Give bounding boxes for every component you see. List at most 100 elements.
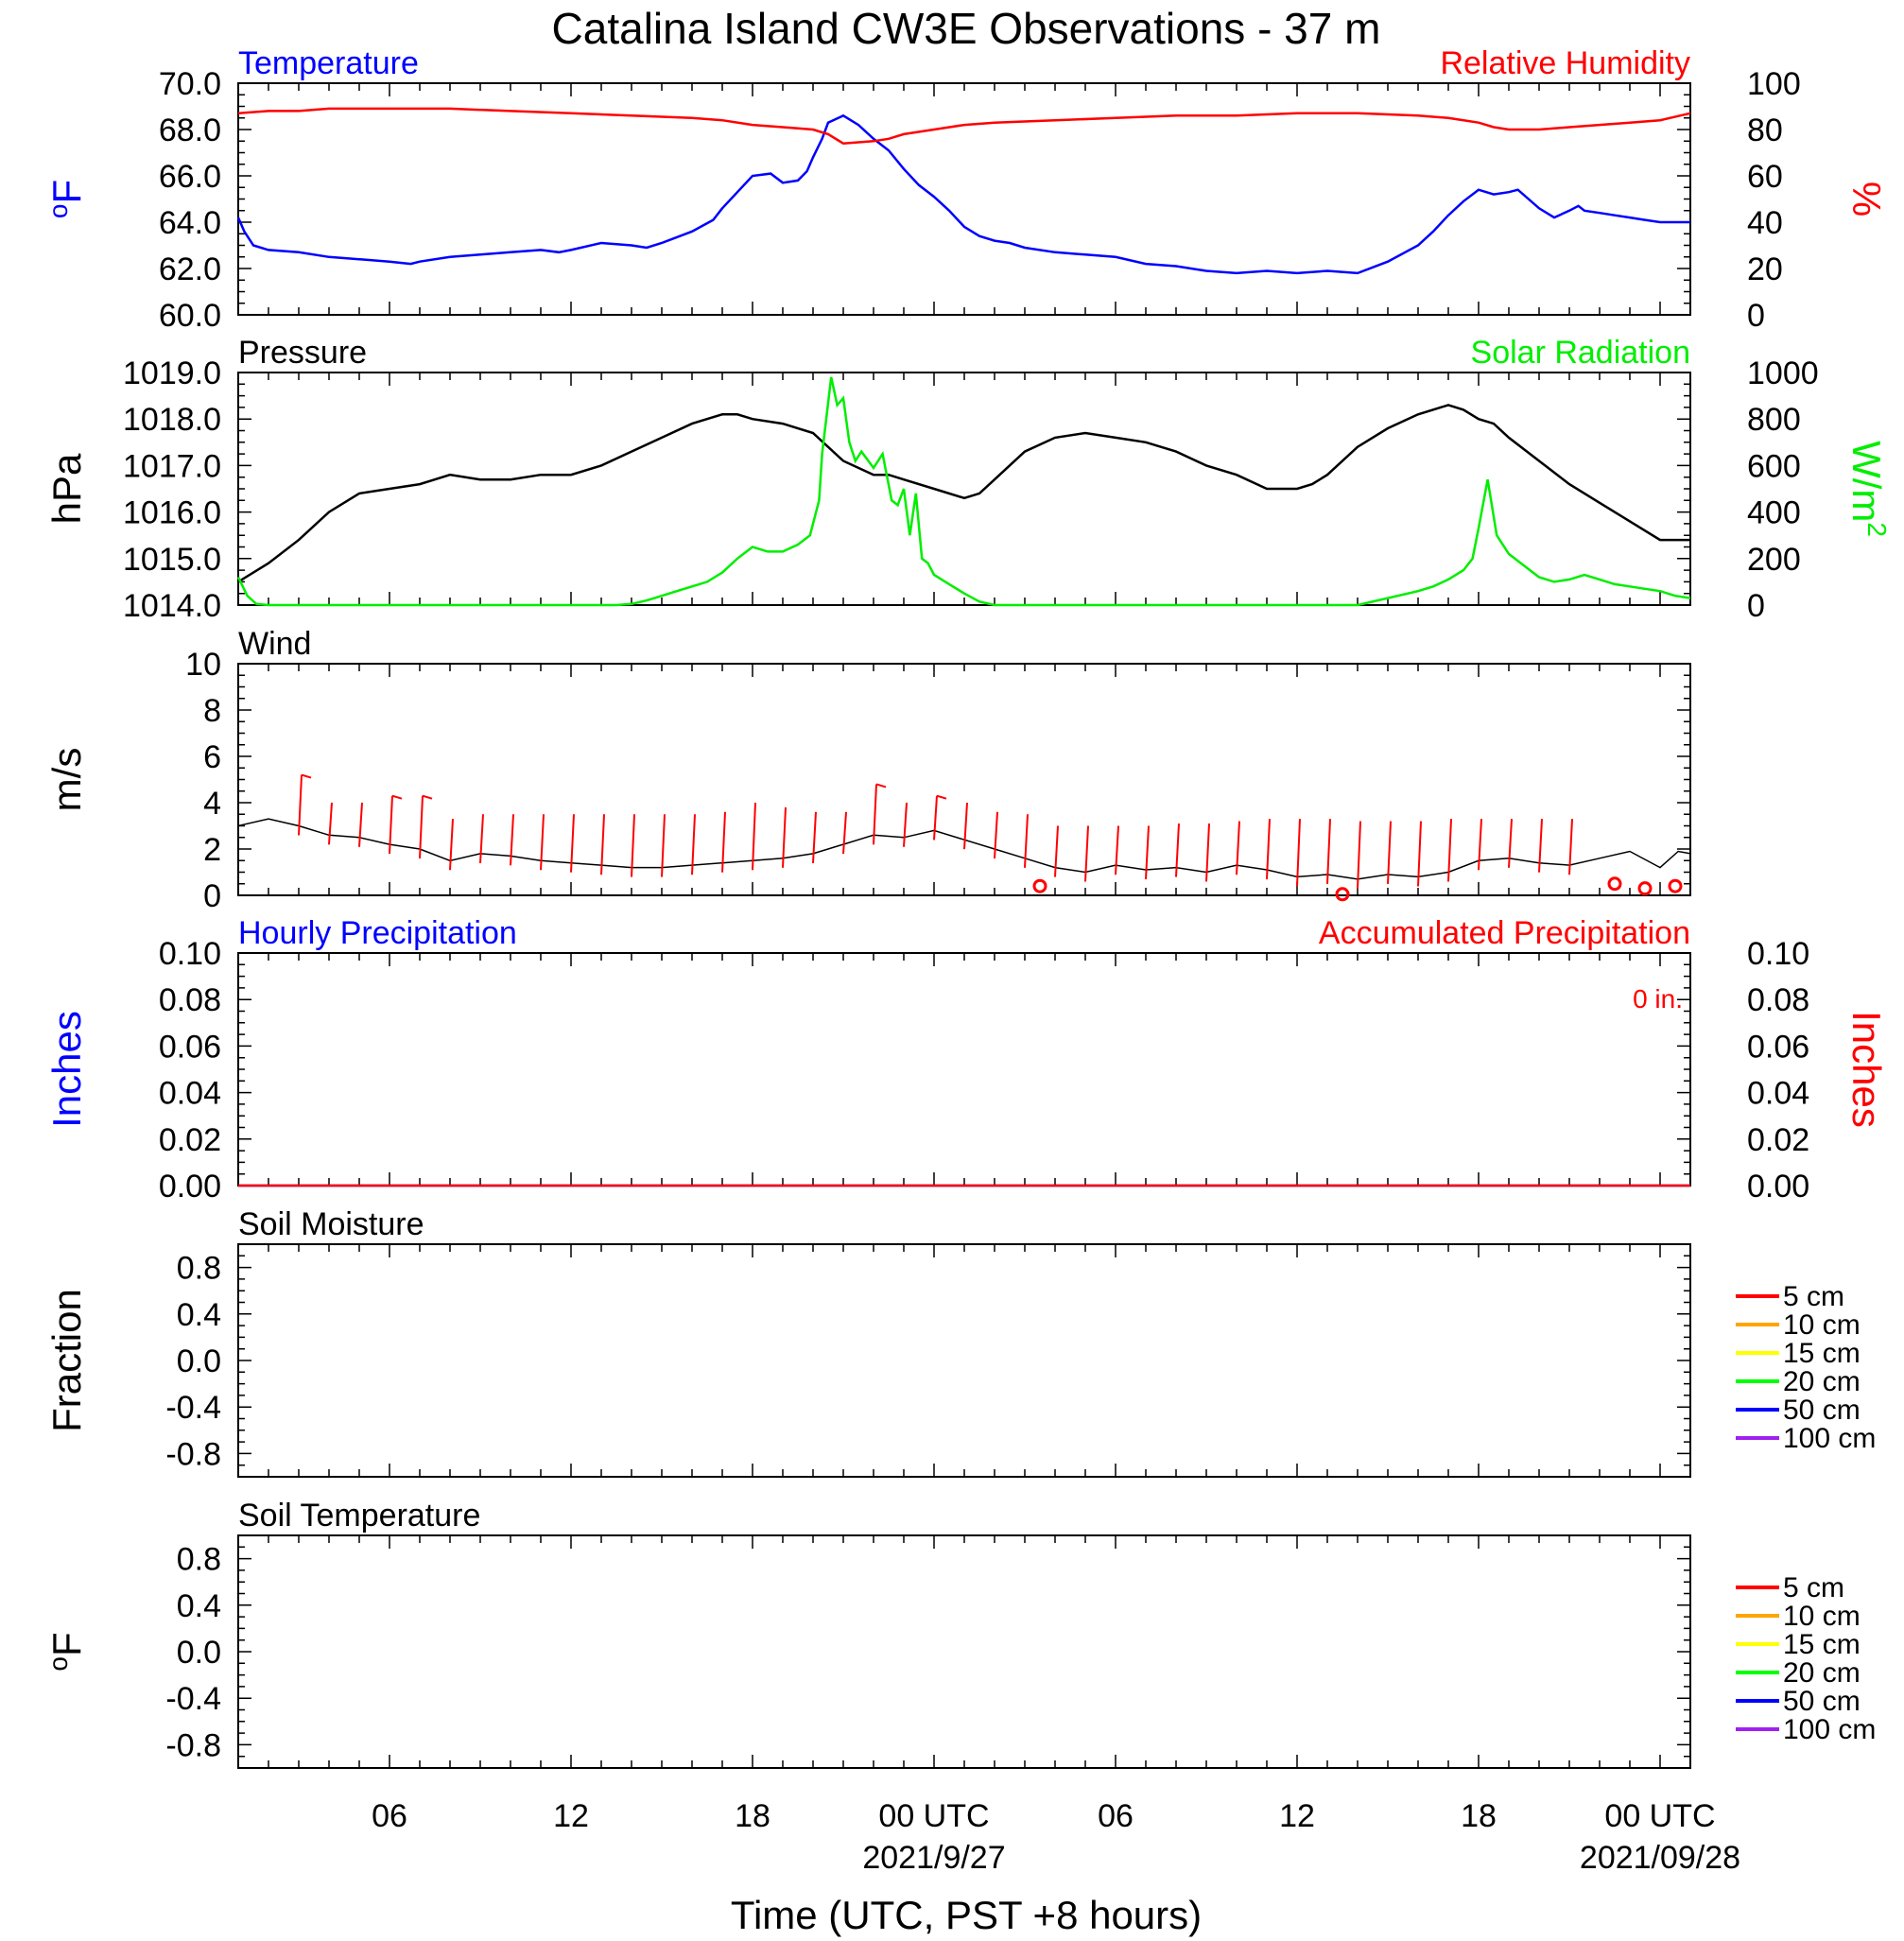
x-tick-label: 12 (553, 1798, 589, 1834)
y-tick-label-left: 1017.0 (123, 448, 221, 484)
wind-barb (419, 795, 424, 859)
y-tick-label-left: 1016.0 (123, 495, 221, 531)
series-relative-humidity (237, 107, 1691, 145)
wind-barb (298, 774, 303, 836)
y-tick-label-right: 0 (1747, 588, 1765, 624)
y-tick-label-right: 200 (1747, 542, 1801, 578)
y-tick-marks (238, 1243, 1690, 1478)
wind-barb (842, 811, 847, 855)
plot-frame (237, 1534, 1691, 1769)
wind-barb-flag (936, 794, 947, 800)
y-tick-marks (238, 952, 1690, 1187)
series-wind-speed (237, 818, 1691, 880)
calm-wind-marker (1335, 887, 1350, 902)
y-axis-label-right: % (1844, 182, 1889, 217)
wind-barb (540, 814, 545, 871)
y-tick-label-right: 0.04 (1747, 1076, 1809, 1112)
panel-title-left: Hourly Precipitation (238, 915, 517, 951)
panel-title-right: Accumulated Precipitation (1319, 915, 1690, 951)
y-tick-label-left: 0.08 (159, 982, 221, 1018)
panel-5: -0.8 -0.4 0.0 0.4 0.8 Soil Moisture Fraction 5 … (44, 1206, 1876, 1478)
wind-barb (600, 814, 605, 875)
y-axis-label-left: Fraction (44, 1289, 89, 1432)
wind-barb (933, 795, 938, 841)
calm-wind-marker (1637, 881, 1653, 896)
y-tick-label-left: 1018.0 (123, 402, 221, 438)
x-tick-label: 06 (372, 1798, 407, 1834)
x-tick-label: 12 (1279, 1798, 1315, 1834)
panel-title-left: Temperature (238, 45, 419, 81)
y-tick-label-right: 40 (1747, 205, 1783, 241)
y-tick-label-left: 2 (203, 832, 221, 868)
panel-4: 0.00 0.02 0.04 0.06 0.08 0.10 0.00 0.02 0.04 0.06… (44, 915, 1889, 1204)
y-axis-label-right: W/m2 (1844, 441, 1892, 537)
panel-title-left: Pressure (238, 335, 367, 371)
y-tick-label-left: 60.0 (159, 298, 221, 334)
y-tick-label-left: 0.0 (177, 1635, 221, 1671)
plot-frame (237, 663, 1691, 896)
x-tick-label: 00 UTC (1604, 1798, 1715, 1834)
wind-barb (479, 814, 484, 863)
y-tick-label-right: 0.00 (1747, 1169, 1809, 1204)
panel-2: 1014.0 1015.0 1016.0 1017.0 1018.0 1019.0 0 200… (44, 335, 1892, 624)
y-axis-label-left: oF (43, 180, 89, 218)
y-tick-label-right: 400 (1747, 495, 1801, 531)
y-tick-label-left: 1014.0 (123, 588, 221, 624)
y-tick-marks (238, 663, 1690, 896)
y-tick-marks (238, 1534, 1690, 1769)
wind-barb (1266, 819, 1271, 880)
plot-frame (237, 952, 1691, 1187)
wind-barb-flag (301, 773, 312, 779)
y-tick-label-left: 8 (203, 693, 221, 729)
y-tick-label-left: 0.04 (159, 1076, 221, 1112)
y-tick-label-right: 600 (1747, 448, 1801, 484)
figure-title: Catalina Island CW3E Observations - 37 m (552, 4, 1381, 53)
y-axis-label-left: oF (43, 1632, 89, 1671)
wind-barb (1357, 821, 1361, 889)
y-tick-label-left: 1015.0 (123, 542, 221, 578)
y-tick-marks (238, 372, 1690, 606)
panel-title-left: Wind (238, 626, 311, 662)
legend-label: 50 cm (1783, 1686, 1861, 1717)
x-tick-marks (237, 373, 1691, 605)
plot-frame (237, 372, 1691, 606)
wind-barb (752, 802, 756, 871)
wind-barb (1326, 819, 1331, 884)
x-tick-label: 18 (1461, 1798, 1497, 1834)
series-solar-radiation (236, 376, 1691, 607)
legend-label: 10 cm (1783, 1309, 1861, 1341)
y-tick-label-left: 70.0 (159, 66, 221, 102)
legend-label: 10 cm (1783, 1601, 1861, 1632)
y-tick-label-left: 1019.0 (123, 355, 221, 391)
y-tick-label-right: 20 (1747, 251, 1783, 287)
wind-barb-flag (875, 783, 887, 789)
wind-barb (1236, 821, 1240, 875)
x-axis-label: Time (UTC, PST +8 hours) (731, 1893, 1202, 1937)
x-tick-marks (237, 83, 1691, 315)
y-tick-label-right: 0.06 (1747, 1029, 1809, 1065)
y-tick-label-right: 0 (1747, 298, 1765, 334)
wind-barb (994, 811, 998, 859)
y-tick-label-left: 0.4 (177, 1297, 221, 1333)
y-tick-label-left: 0.10 (159, 936, 221, 972)
y-axis-label-right: Inches (1844, 1011, 1889, 1128)
x-tick-marks (237, 664, 1691, 895)
y-tick-label-left: 6 (203, 739, 221, 775)
wind-barb (328, 802, 333, 845)
x-tick-label: 00 UTC (878, 1798, 989, 1834)
x-axis: 06 12 18 00 UTC 2021/9/27 06 12 18 00 UTC 2021/09… (372, 1798, 1740, 1876)
x-tick-marks (237, 1535, 1691, 1768)
x-tick-marks (237, 953, 1691, 1186)
y-tick-label-right: 60 (1747, 159, 1783, 195)
wind-barb (631, 814, 635, 877)
y-tick-label-left: 4 (203, 786, 221, 822)
y-axis-label-left: m/s (44, 748, 89, 812)
wind-barb (1508, 819, 1513, 868)
y-tick-label-left: 0 (203, 878, 221, 914)
y-tick-label-left: 0.02 (159, 1122, 221, 1158)
x-tick-label: 18 (735, 1798, 770, 1834)
legend-label: 100 cm (1783, 1423, 1876, 1454)
calm-wind-marker (1668, 878, 1683, 893)
y-tick-label-right: 1000 (1747, 355, 1819, 391)
